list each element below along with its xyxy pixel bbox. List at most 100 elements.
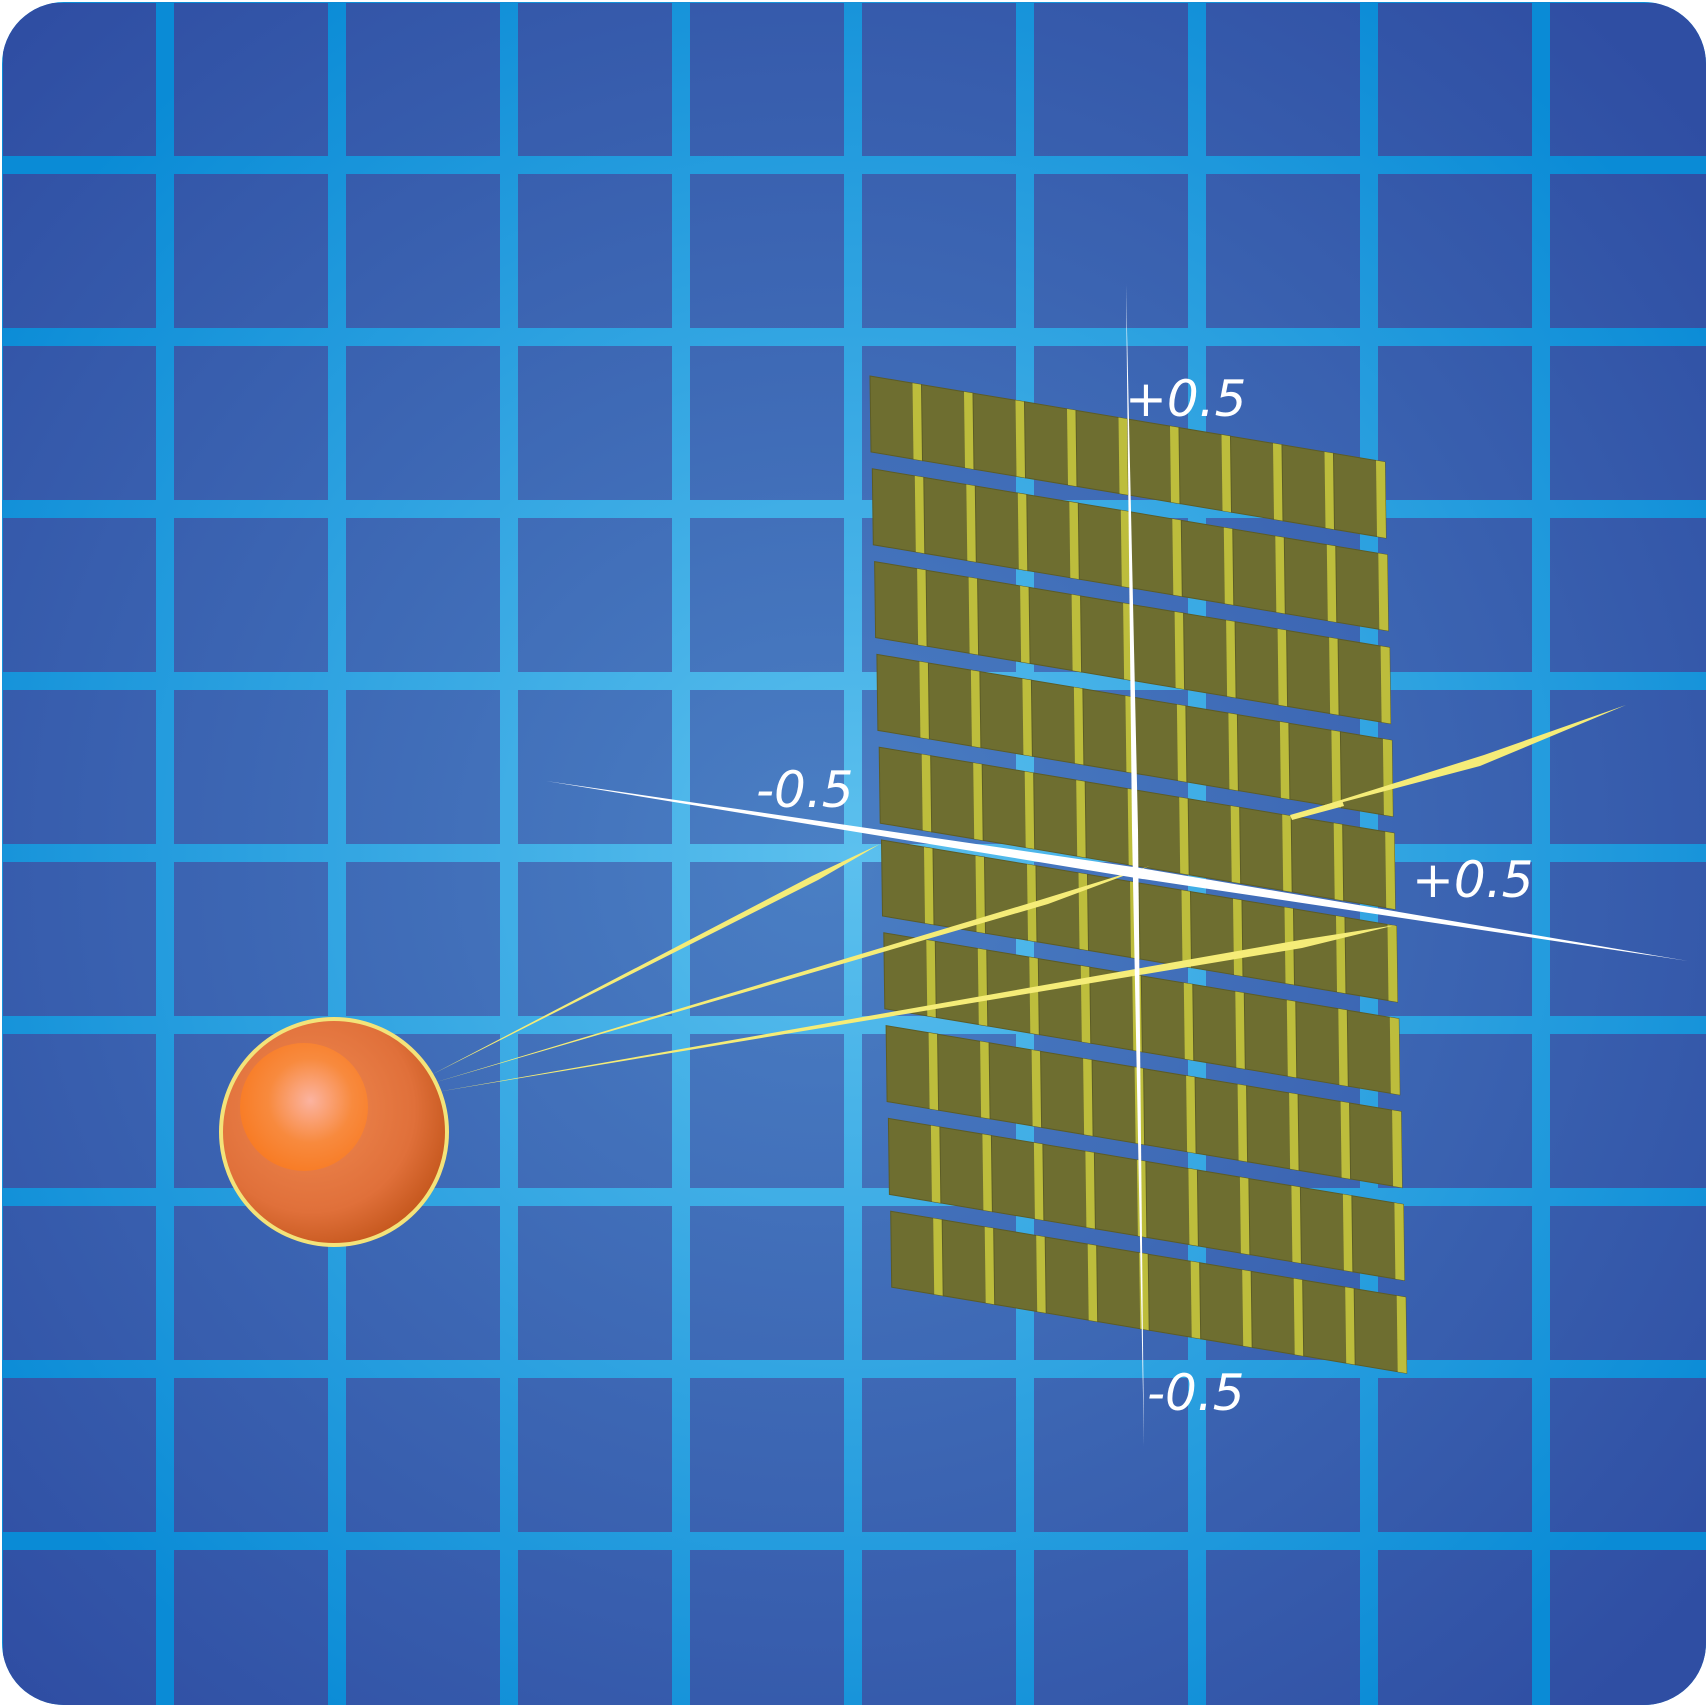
detector-tile-edge	[970, 670, 981, 748]
grid-cell	[3, 1378, 156, 1532]
detector-tile-edge	[1331, 730, 1342, 808]
grid-cell	[3, 1206, 156, 1360]
detector-tile-edge	[1336, 915, 1346, 994]
detector-tile-edge	[926, 939, 937, 1018]
detector-row	[885, 1025, 1403, 1189]
grid-cell	[3, 1034, 156, 1188]
grid-cell	[174, 1378, 328, 1532]
point-source	[219, 1017, 449, 1247]
detector-tile-edge	[1382, 738, 1393, 817]
detector-tile-edge	[1293, 1278, 1304, 1356]
detector-row	[876, 653, 1394, 817]
detector-tile-edge	[1324, 451, 1335, 530]
horizontal-left-label: -0.5	[756, 761, 854, 819]
detector-tile-edge	[1170, 426, 1180, 504]
detector-tile-edge	[1022, 678, 1033, 757]
grid-cell	[518, 518, 672, 672]
grid-cell	[3, 862, 156, 1016]
grid-cell	[1034, 1378, 1188, 1532]
detector-tile-edge	[1338, 1008, 1349, 1087]
detector-row	[883, 932, 1401, 1096]
grid-cell	[346, 1550, 500, 1705]
detector-tile-edge	[1242, 1269, 1253, 1348]
detector-tile-edge	[924, 847, 934, 925]
detector-tile-edge	[1230, 805, 1241, 884]
detector-tile-edge	[1017, 493, 1028, 571]
detector-row	[871, 468, 1389, 632]
grid-cell	[690, 690, 844, 844]
detector-tile-edge	[1186, 1075, 1197, 1154]
grid-cell	[690, 1034, 844, 1188]
horizontal-axis	[546, 781, 1688, 961]
grid-cell	[862, 174, 1016, 328]
grid-cell	[1378, 1378, 1532, 1532]
detector-tile-edge	[1118, 417, 1129, 495]
grid-cell	[174, 3, 328, 156]
detector-tile-edge	[973, 762, 984, 841]
grid-cell	[1550, 346, 1706, 500]
detector-tile-edge	[1069, 501, 1080, 580]
detector-tile-edge	[1385, 831, 1396, 910]
detector-tile-edge	[1083, 1058, 1094, 1136]
detector-tile-edge	[1029, 957, 1040, 1035]
grid-cell	[690, 174, 844, 328]
grid-cell	[1550, 690, 1706, 844]
detector-tile-edge	[964, 391, 974, 470]
detector-tile-edge	[1286, 1000, 1297, 1078]
detector-tile-edge	[977, 948, 988, 1026]
detector-tile-edge	[1036, 1235, 1047, 1313]
detector-tile-edge	[1179, 797, 1190, 875]
grid-cell	[518, 1206, 672, 1360]
grid-cell	[3, 174, 156, 328]
grid-cell	[1378, 1034, 1532, 1188]
grid-cell	[346, 1378, 500, 1532]
grid-cell	[1034, 3, 1188, 156]
detector-tile-edge	[1033, 1142, 1044, 1221]
grid-cell	[518, 346, 672, 500]
detector-tile-edge	[1172, 518, 1183, 597]
detector-tile-edge	[980, 1041, 991, 1119]
axes: +0.5 -0.5 -0.5 +0.5	[546, 284, 1688, 1446]
ray	[1290, 800, 1344, 820]
grid-cell	[1206, 1378, 1360, 1532]
detector-tile-edge	[1174, 611, 1185, 690]
detector-tile-edge	[917, 568, 928, 647]
detector-tile-edge	[1120, 510, 1131, 588]
detector-tile-edge	[1188, 1168, 1199, 1246]
source-highlight	[240, 1043, 368, 1171]
detector-tile-edge	[921, 754, 932, 832]
grid-cell	[690, 862, 844, 1016]
detector-row	[887, 1117, 1405, 1281]
grid-cell	[518, 174, 672, 328]
grid-cell	[1206, 174, 1360, 328]
detector-tile-edge	[1031, 1049, 1042, 1128]
grid-cell	[1550, 1378, 1706, 1532]
grid-cell	[1550, 862, 1706, 1016]
detector-tile-edge	[1291, 1185, 1302, 1264]
detector-tile-edge	[1289, 1092, 1300, 1171]
detector-tile-edge	[1387, 924, 1398, 1002]
detector-tile-edge	[1329, 637, 1340, 715]
grid-cell	[174, 690, 328, 844]
grid-cell	[3, 690, 156, 844]
grid-cell	[690, 3, 844, 156]
grid-cell	[518, 1550, 672, 1705]
grid-cell	[1550, 1034, 1706, 1188]
detector-tile-edge	[1087, 1244, 1098, 1322]
grid-cell	[346, 346, 500, 500]
detector-tile-edge	[930, 1125, 941, 1203]
detector-tile-edge	[1080, 965, 1091, 1044]
grid-cell	[690, 518, 844, 672]
detector-tile-edge	[1233, 898, 1243, 977]
detector-tile-edge	[1342, 1194, 1353, 1272]
detector-tile-edge	[912, 383, 923, 461]
grid-cell	[518, 690, 672, 844]
grid-cell	[1378, 346, 1532, 500]
grid-cell	[1206, 1550, 1360, 1705]
detector-tile-edge	[1235, 991, 1246, 1069]
detector-tile-edge	[919, 661, 930, 739]
detector-tile-edge	[1282, 814, 1293, 892]
detector-tile-edge	[984, 1226, 995, 1305]
